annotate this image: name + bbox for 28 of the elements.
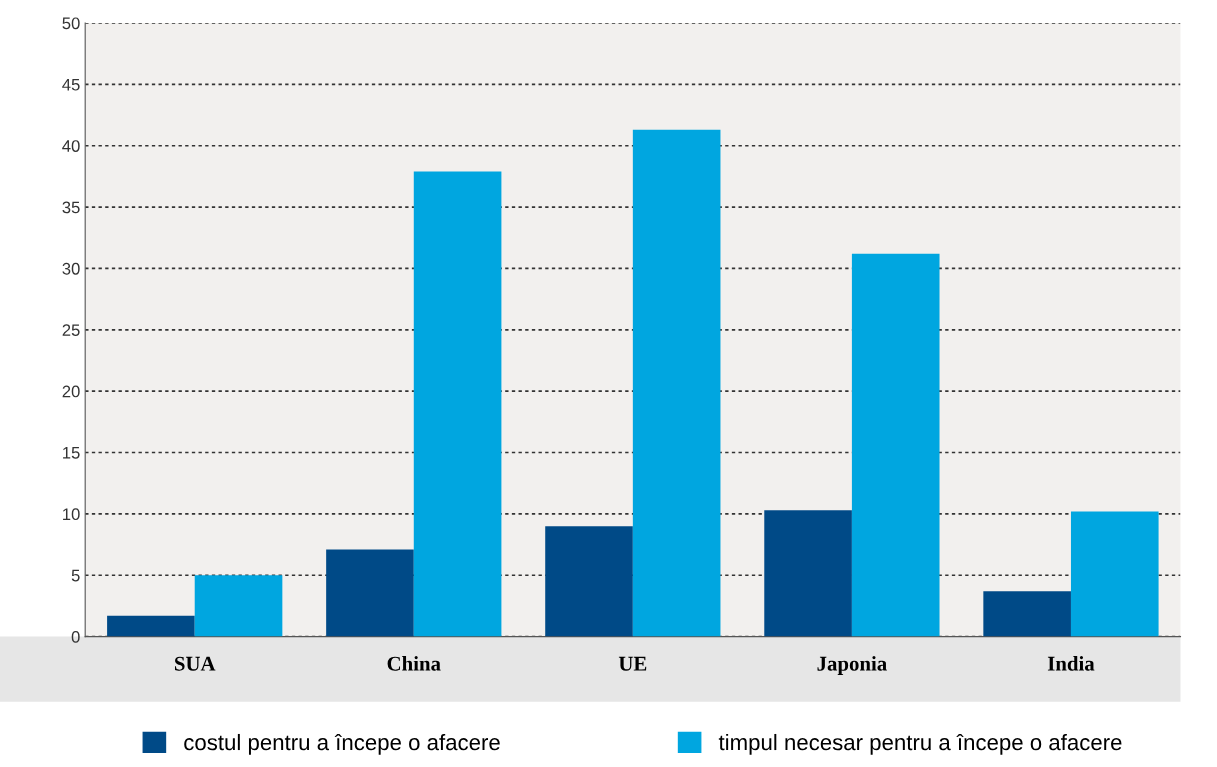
y-tick-label: 20 <box>62 385 80 398</box>
bar <box>764 510 852 637</box>
bar <box>983 591 1071 637</box>
bar <box>413 171 502 637</box>
bar <box>326 549 414 637</box>
y-tick-label: 45 <box>62 78 80 91</box>
legend-label: costul pentru a începe o afacere <box>184 733 500 755</box>
bar <box>851 253 940 637</box>
x-tick-label: SUA <box>174 656 216 671</box>
y-tick-label: 50 <box>62 17 80 30</box>
x-tick-label: Japonia <box>817 656 887 675</box>
legend-label: timpul necesar pentru a începe o afacere <box>718 733 1122 755</box>
bar <box>632 129 721 637</box>
y-tick-label: 40 <box>62 140 80 152</box>
bar <box>545 526 633 637</box>
y-tick-label: 10 <box>63 508 80 521</box>
bar <box>1070 511 1159 637</box>
y-tick-label: 0 <box>71 631 80 643</box>
y-tick-label: 35 <box>62 201 80 214</box>
bar <box>107 615 195 637</box>
y-tick-label: 30 <box>62 262 80 275</box>
bar <box>194 575 283 637</box>
y-tick-label: 25 <box>62 324 80 337</box>
x-tick-label: UE <box>618 656 647 671</box>
x-tick-label: India <box>1047 656 1095 671</box>
y-tick-label: 15 <box>63 447 80 459</box>
x-tick-label: China <box>387 656 441 671</box>
y-tick-label: 5 <box>71 569 80 582</box>
